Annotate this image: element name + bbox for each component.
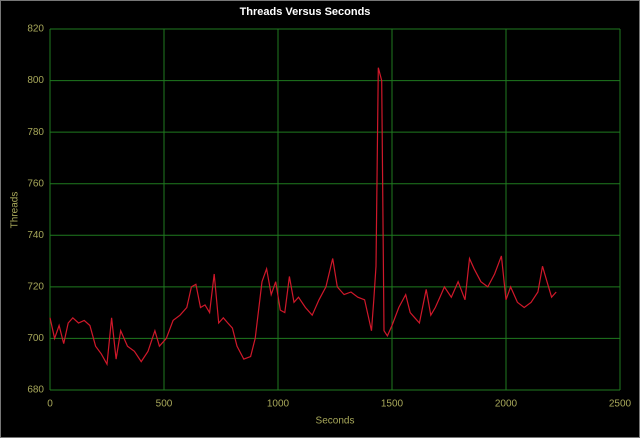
y-tick-label: 760 xyxy=(27,178,44,189)
x-tick-label: 500 xyxy=(156,399,173,410)
y-tick-label: 720 xyxy=(27,281,44,292)
data-line xyxy=(49,67,557,367)
y-axis-label: Threads xyxy=(10,192,21,229)
y-tick-label: 800 xyxy=(27,75,44,86)
y-tick-label: 820 xyxy=(27,24,44,35)
x-tick-label: 0 xyxy=(47,399,53,410)
y-tick-label: 700 xyxy=(27,333,44,344)
x-tick-label: 2500 xyxy=(609,399,632,410)
y-tick-label: 680 xyxy=(27,385,44,396)
x-tick-label: 1500 xyxy=(381,399,404,410)
y-tick-label: 780 xyxy=(27,127,44,138)
x-tick-label: 2000 xyxy=(495,399,518,410)
y-tick-label: 740 xyxy=(27,230,44,241)
x-axis-label: Seconds xyxy=(316,416,355,427)
chart-title: Threads Versus Seconds xyxy=(240,6,371,18)
x-tick-label: 1000 xyxy=(267,399,290,410)
